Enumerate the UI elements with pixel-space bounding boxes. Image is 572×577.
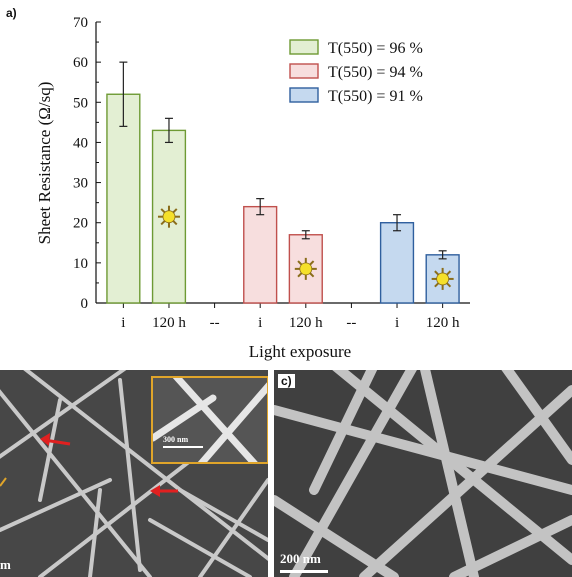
sun-icon <box>157 205 180 228</box>
y-tick-label: 10 <box>73 256 88 272</box>
legend-swatch <box>289 87 319 103</box>
legend-swatch <box>289 63 319 79</box>
red-arrow-icon <box>40 433 71 446</box>
scale-c-label: 200 nm <box>280 551 321 566</box>
bars <box>106 61 460 304</box>
bar <box>243 205 278 304</box>
legend: T(550) = 96 % T(550) = 94 % T(550) = 91 % <box>289 39 423 105</box>
y-axis-label: Sheet Resistance (Ω/sq) <box>35 82 54 245</box>
panel-a-label: a) <box>6 6 17 20</box>
bar <box>106 93 141 304</box>
x-tick-label: 120 h <box>426 315 460 331</box>
inset-texture <box>153 378 267 462</box>
inset-scale-label: 300 nm <box>163 435 189 444</box>
y-tick-label: 50 <box>73 95 88 111</box>
sem-image-c: c) 200 nm <box>274 370 572 577</box>
y-tick-label: 60 <box>73 55 88 71</box>
inset-scale-bar <box>163 446 203 448</box>
x-tick-label: i <box>395 315 399 331</box>
bar <box>379 222 415 304</box>
y-axis: 0 10 20 30 40 50 60 70 <box>73 15 101 312</box>
sun-icon <box>294 257 317 280</box>
y-tick-label: 40 <box>73 135 88 151</box>
nanowire-texture-c <box>274 370 572 577</box>
x-tick-label: i <box>121 315 125 331</box>
legend-swatch <box>289 39 319 55</box>
legend-label: T(550) = 91 % <box>328 88 423 105</box>
y-tick-label: 0 <box>81 296 89 312</box>
scale-b-label: m <box>0 557 11 572</box>
sun-icon <box>431 267 454 290</box>
panel-c-label: c) <box>278 374 295 388</box>
x-tick-label: i <box>258 315 262 331</box>
x-axis: i 120 h -- i 120 h -- i 120 h <box>96 302 470 331</box>
red-arrow-icon <box>150 485 178 497</box>
x-tick-label: -- <box>346 315 356 331</box>
x-tick-label: 120 h <box>152 315 186 331</box>
y-tick-label: 20 <box>73 216 88 232</box>
x-tick-label: 120 h <box>289 315 323 331</box>
y-tick-label: 70 <box>73 15 88 31</box>
inset-pointer <box>0 477 7 487</box>
x-tick-label: -- <box>210 315 220 331</box>
sheet-resistance-bar-chart: 0 10 20 30 40 50 60 70 i 120 h -- i 120 h -- i 120 h T… <box>35 15 470 361</box>
legend-label: T(550) = 94 % <box>328 64 423 81</box>
sem-inset: 300 nm <box>151 376 268 464</box>
legend-label: T(550) = 96 % <box>328 40 423 57</box>
scale-c-bar <box>280 570 328 573</box>
x-axis-label: Light exposure <box>249 342 351 361</box>
sem-image-b: 300 nm m <box>0 370 268 577</box>
y-tick-label: 30 <box>73 176 88 192</box>
